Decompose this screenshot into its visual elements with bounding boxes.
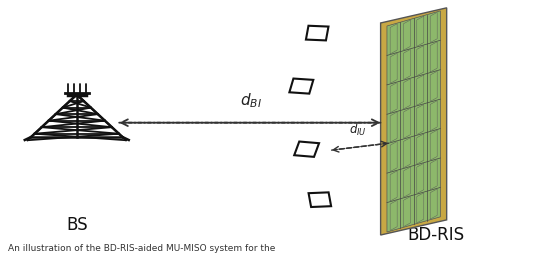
Polygon shape: [390, 53, 397, 83]
Text: $d_{BI}$: $d_{BI}$: [240, 91, 262, 110]
Polygon shape: [390, 112, 397, 142]
Polygon shape: [430, 159, 437, 190]
Polygon shape: [417, 134, 424, 164]
Polygon shape: [404, 197, 411, 227]
Polygon shape: [417, 163, 424, 194]
Polygon shape: [390, 171, 397, 201]
Text: BS: BS: [66, 216, 88, 234]
FancyBboxPatch shape: [294, 142, 319, 157]
Polygon shape: [387, 11, 441, 232]
Polygon shape: [404, 79, 411, 109]
Polygon shape: [390, 200, 397, 230]
Polygon shape: [417, 75, 424, 105]
Polygon shape: [390, 24, 397, 54]
Polygon shape: [430, 101, 437, 131]
Polygon shape: [381, 8, 446, 235]
Text: BD-RIS: BD-RIS: [407, 226, 465, 244]
Polygon shape: [417, 46, 424, 76]
FancyBboxPatch shape: [309, 192, 331, 207]
Polygon shape: [430, 71, 437, 101]
Polygon shape: [417, 193, 424, 223]
Polygon shape: [430, 189, 437, 219]
Polygon shape: [404, 138, 411, 168]
FancyBboxPatch shape: [289, 78, 313, 94]
Polygon shape: [404, 167, 411, 197]
Polygon shape: [404, 20, 411, 50]
Polygon shape: [390, 83, 397, 113]
Polygon shape: [417, 16, 424, 46]
Polygon shape: [430, 42, 437, 72]
Polygon shape: [404, 49, 411, 79]
Polygon shape: [404, 108, 411, 138]
Polygon shape: [390, 141, 397, 172]
FancyBboxPatch shape: [306, 26, 328, 41]
Text: An illustration of the BD-RIS-aided MU-MISO system for the: An illustration of the BD-RIS-aided MU-M…: [8, 244, 276, 253]
Polygon shape: [430, 130, 437, 160]
Polygon shape: [430, 12, 437, 43]
Polygon shape: [417, 104, 424, 135]
Text: $d_{IU}$: $d_{IU}$: [349, 122, 367, 138]
